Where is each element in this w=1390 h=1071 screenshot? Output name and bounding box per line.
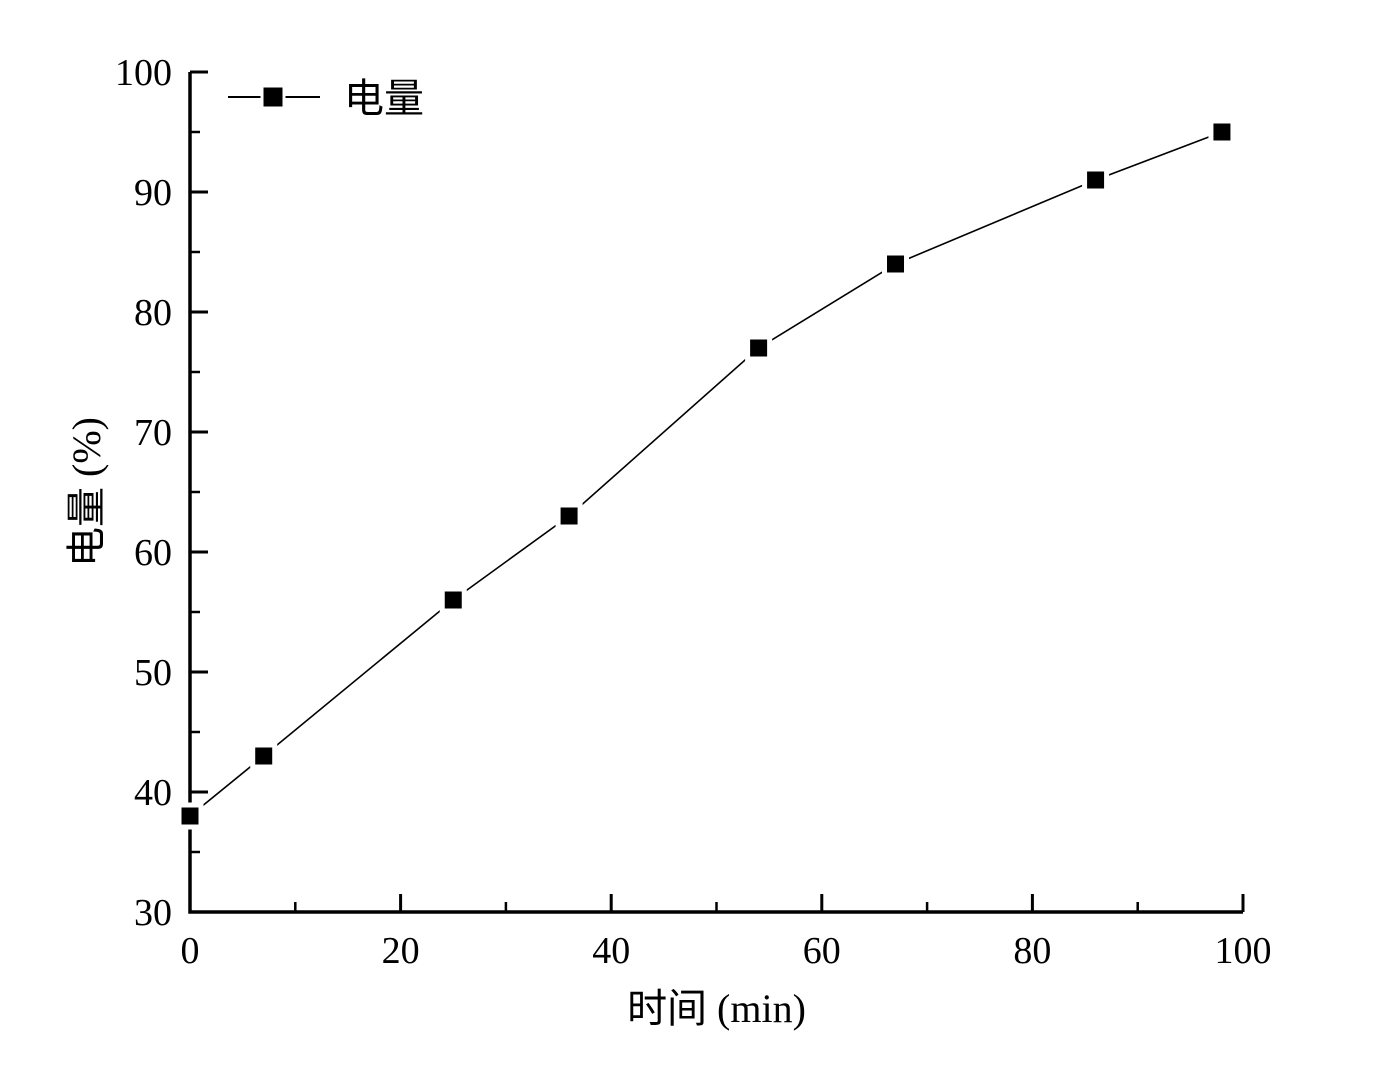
data-point-marker [181, 807, 199, 825]
x-tick-label: 40 [592, 930, 630, 972]
x-tick-label: 80 [1013, 930, 1051, 972]
axis-spines [188, 72, 1243, 914]
y-tick-label: 80 [134, 292, 172, 334]
y-tick-label: 70 [134, 412, 172, 454]
x-tick-label: 60 [803, 930, 841, 972]
y-tick-label: 40 [134, 772, 172, 814]
data-point-marker [1213, 123, 1231, 141]
data-point-marker [444, 591, 462, 609]
x-tick-label: 100 [1215, 930, 1272, 972]
legend: 电量 [228, 76, 424, 121]
data-point-marker [255, 747, 273, 765]
data-point-marker [887, 255, 905, 273]
data-point-marker [1087, 171, 1105, 189]
y-tick-label: 100 [115, 52, 172, 94]
data-point-marker [750, 339, 768, 357]
data-point-marker [560, 507, 578, 525]
legend-marker [263, 87, 283, 107]
y-tick-label: 50 [134, 652, 172, 694]
x-tick-label: 20 [382, 930, 420, 972]
series-line [189, 131, 1223, 817]
x-axis-title: 时间 (min) [627, 986, 806, 1031]
y-tick-label: 90 [134, 172, 172, 214]
legend-label: 电量 [344, 76, 424, 121]
y-axis-title: 电量 (%) [64, 417, 109, 567]
y-tick-label: 30 [134, 892, 172, 934]
y-tick-label: 60 [134, 532, 172, 574]
x-tick-label: 0 [181, 930, 200, 972]
